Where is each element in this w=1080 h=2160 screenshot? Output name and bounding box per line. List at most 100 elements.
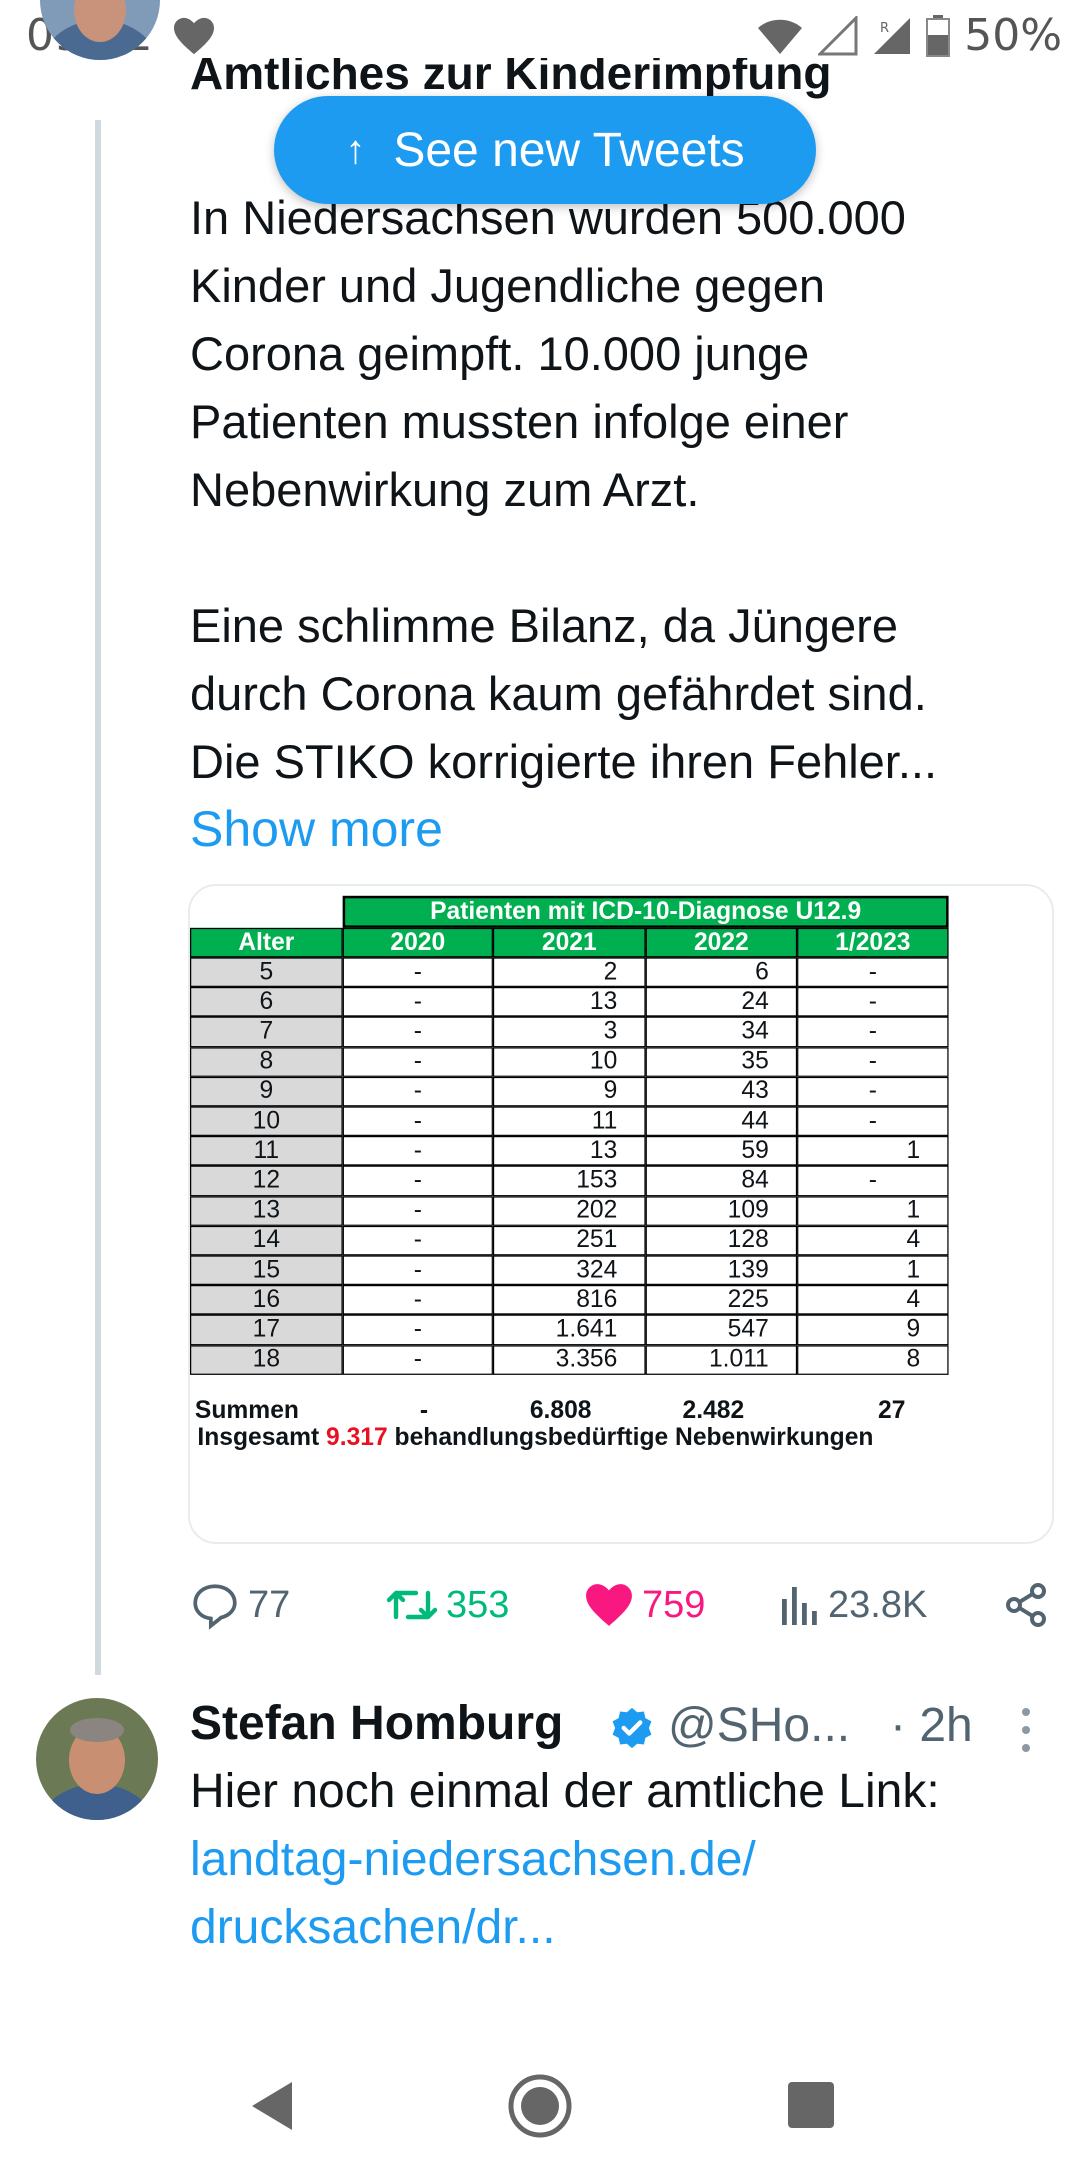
table-age-cell: 7 <box>190 1017 343 1047</box>
like-count: 759 <box>642 1583 706 1626</box>
bar-chart-icon <box>782 1587 817 1625</box>
table-value-cell: 1 <box>797 1255 949 1286</box>
table-value-cell: 251 <box>492 1225 646 1256</box>
tweet-line: Patienten mussten infolge einer <box>190 395 849 448</box>
table-value-cell: - <box>797 1017 949 1047</box>
table-value-cell: 1.641 <box>492 1315 646 1345</box>
total-prefix: Insgesamt <box>197 1424 327 1452</box>
table-value-cell: - <box>342 1195 493 1226</box>
table-value-cell: 324 <box>492 1255 646 1286</box>
thread-connector-line <box>95 120 101 1675</box>
like-button[interactable]: 759 <box>584 1576 705 1634</box>
roaming-signal-icon: R <box>874 17 911 54</box>
views-button[interactable]: 23.8K <box>780 1576 927 1634</box>
reply-button[interactable]: 77 <box>190 1576 290 1634</box>
table-value-cell: 128 <box>645 1225 798 1256</box>
table-value-cell: 44 <box>645 1106 798 1137</box>
table-age-cell: 13 <box>190 1195 343 1226</box>
table-title: Patienten mit ICD-10-Diagnose U12.9 <box>342 895 949 928</box>
table-value-cell: 9 <box>492 1076 646 1107</box>
tweet-link[interactable]: drucksachen/dr... <box>190 1901 556 1954</box>
recent-apps-icon[interactable] <box>788 2082 834 2128</box>
back-icon[interactable] <box>248 2078 296 2134</box>
table-age-cell: 12 <box>190 1166 343 1196</box>
table-value-cell: 547 <box>645 1315 798 1345</box>
sums-value: 2.482 <box>682 1397 745 1425</box>
table-value-cell: 35 <box>645 1046 798 1077</box>
more-options-icon[interactable] <box>1018 1702 1034 1758</box>
table-value-cell: - <box>342 1166 493 1196</box>
author-avatar[interactable] <box>36 1698 158 1820</box>
table-value-cell: 9 <box>797 1315 949 1345</box>
sums-value: 6.808 <box>529 1397 592 1425</box>
total-line: Insgesamt 9.317 behandlungsbedürftige Ne… <box>197 1424 948 1454</box>
table-value-cell: - <box>342 1106 493 1137</box>
heart-notification-icon <box>174 17 214 55</box>
home-icon[interactable] <box>508 2074 572 2138</box>
table-age-cell: 10 <box>190 1106 343 1137</box>
author-handle[interactable]: @SHo... <box>668 1699 851 1752</box>
tweet-line: Die STIKO korrigierte ihren Fehler... <box>190 735 938 788</box>
tweet-actions: 77 353 759 23.8K <box>190 1576 1050 1634</box>
table-age-cell: 15 <box>190 1255 343 1286</box>
table-header-cell: 2022 <box>645 927 798 958</box>
share-button[interactable] <box>1002 1576 1050 1634</box>
table-value-cell: 4 <box>797 1225 949 1256</box>
total-value: 9.317 <box>326 1424 388 1452</box>
table-value-cell: 43 <box>645 1076 798 1107</box>
table-value-cell: - <box>797 1166 949 1196</box>
arrow-up-icon: ↑ <box>345 127 366 172</box>
tweet-body: In Niedersachsen wurden 500.000 Kinder u… <box>190 184 1050 796</box>
table-header-cell: 1/2023 <box>797 927 949 958</box>
tweet-line: Nebenwirkung zum Arzt. <box>190 463 700 516</box>
table-value-cell: 153 <box>492 1166 646 1196</box>
battery-icon <box>926 14 951 57</box>
tweet-title-line: Amtliches zur Kinderimpfung <box>190 58 832 99</box>
sums-value: - <box>419 1397 429 1425</box>
table-value-cell: - <box>342 1344 493 1375</box>
reply-icon <box>193 1584 237 1630</box>
author-name[interactable]: Stefan Homburg <box>190 1697 564 1750</box>
table-value-cell: 13 <box>492 1136 646 1166</box>
table-value-cell: 3.356 <box>492 1344 646 1375</box>
svg-text:R: R <box>880 21 889 36</box>
see-new-tweets-button[interactable]: ↑ See new Tweets <box>274 96 816 204</box>
tweet-line: Kinder und Jugendliche gegen <box>190 259 826 312</box>
table-header-cell: 2021 <box>492 927 646 958</box>
table-header-cell: 2020 <box>342 927 493 958</box>
table-value-cell: 225 <box>645 1285 798 1315</box>
views-count: 23.8K <box>828 1583 928 1626</box>
diagnosis-table: Patienten mit ICD-10-Diagnose U12.9 Alter… <box>190 886 949 1452</box>
table-value-cell: 4 <box>797 1285 949 1315</box>
sums-value: 27 <box>878 1397 906 1425</box>
table-value-cell: - <box>797 957 949 988</box>
show-more-link[interactable]: Show more <box>190 801 443 857</box>
table-value-cell: 10 <box>492 1046 646 1077</box>
retweet-button[interactable]: 353 <box>386 1576 509 1634</box>
table-value-cell: 8 <box>797 1344 949 1375</box>
table-age-cell: 9 <box>190 1076 343 1107</box>
tweet-header: Stefan Homburg @SHo... · 2h <box>190 1696 1050 1762</box>
tweet-time[interactable]: · 2h <box>890 1699 973 1752</box>
table-value-cell: - <box>797 987 949 1017</box>
heart-filled-icon <box>586 1584 632 1626</box>
system-nav-bar <box>0 2040 1080 2160</box>
battery-percent: 50% <box>964 10 1062 61</box>
total-suffix: behandlungsbedürftige Nebenwirkungen <box>387 1424 874 1452</box>
tweet-link[interactable]: landtag-niedersachsen.de/ <box>190 1833 756 1886</box>
table-value-cell: 109 <box>645 1195 798 1226</box>
sums-label: Summen <box>194 1397 299 1425</box>
table-value-cell: - <box>797 1076 949 1107</box>
reply-count: 77 <box>248 1583 291 1626</box>
table-age-cell: 18 <box>190 1344 343 1375</box>
table-value-cell: 11 <box>492 1106 646 1137</box>
table-value-cell: 34 <box>645 1017 798 1047</box>
table-value-cell: - <box>342 1136 493 1166</box>
table-age-cell: 8 <box>190 1046 343 1077</box>
table-value-cell: 816 <box>492 1285 646 1315</box>
table-value-cell: 59 <box>645 1136 798 1166</box>
tweet-image-card[interactable]: Patienten mit ICD-10-Diagnose U12.9 Alter… <box>188 884 1054 1544</box>
table-header-cell: Alter <box>190 927 343 958</box>
table-value-cell: 1.011 <box>645 1344 798 1375</box>
table-value-cell: - <box>342 1076 493 1107</box>
